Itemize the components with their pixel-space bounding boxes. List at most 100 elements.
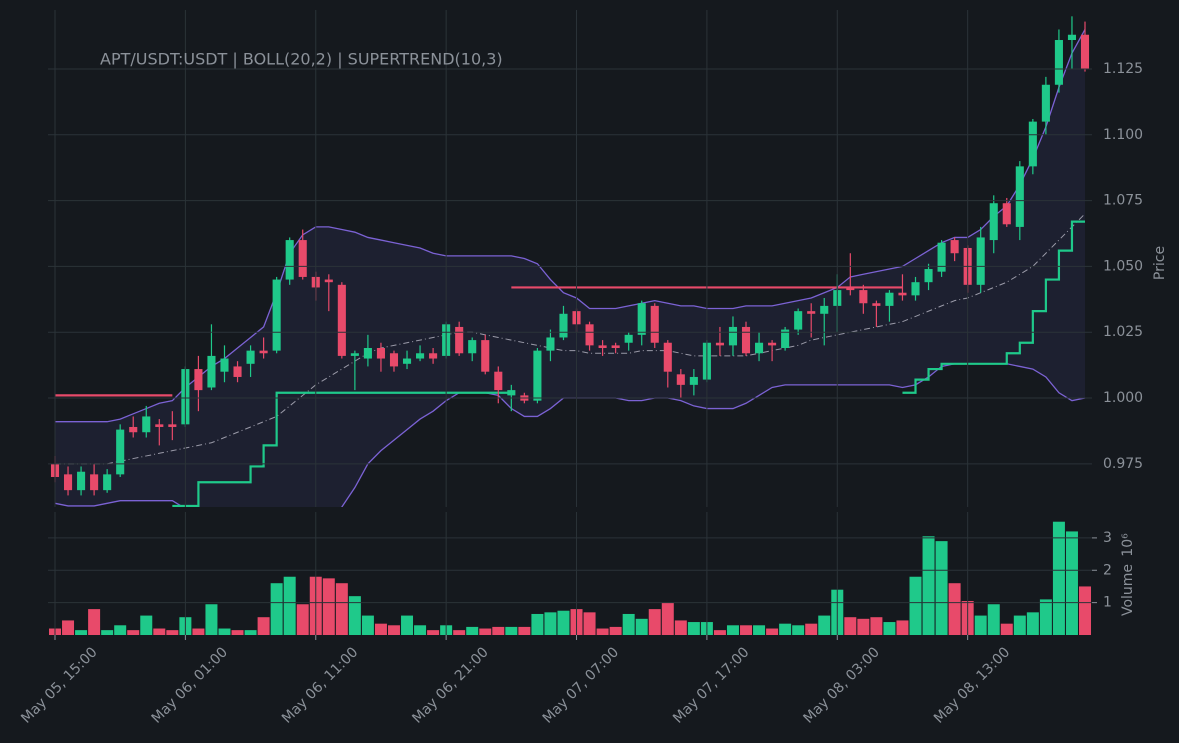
y-axis-label: Price [1152,246,1168,280]
candle-body [298,240,307,277]
candle-body [598,345,607,349]
candle-body [937,242,946,272]
candle-body [846,287,855,291]
candle-body [781,329,790,349]
volume-bar [1065,531,1078,635]
candle-body [455,326,464,354]
candle-body [233,366,242,377]
volume-bar [205,604,218,635]
volume-scale-label: 10⁶ [1120,533,1136,557]
volume-bar [244,630,257,635]
candle-body [481,340,490,372]
candle-body [324,279,333,283]
candle-body [950,240,959,254]
y-tick-label: 0.975 [1103,456,1143,472]
candle-body [142,416,151,433]
volume-bar [192,628,205,635]
candle-body [1028,121,1037,167]
candle-body [663,342,672,372]
volume-bar [635,618,648,635]
volume-bar [414,625,427,635]
candle-body [220,358,229,372]
candle-body [885,292,894,306]
y-tick-label: 1.125 [1103,61,1143,77]
volume-bar [922,536,935,635]
volume-bar [896,620,909,635]
candle-body [820,305,829,314]
volume-bar [335,583,348,635]
candle-body [624,334,633,343]
candle-body [911,282,920,296]
candle-body [168,424,177,427]
volume-bar [779,623,792,635]
volume-bar [401,615,414,635]
candle-body [650,305,659,343]
volume-bar [166,630,179,635]
volume-bar [1052,521,1065,635]
candle-body [715,342,724,346]
volume-bar [466,626,479,635]
candle-body [246,350,255,364]
volume-bar [648,609,661,635]
volume-bar [257,617,270,635]
volume-bar [492,626,505,635]
volume-bar [348,596,361,635]
candle-body [1041,84,1050,122]
candle-body [1067,34,1077,41]
candle-body [676,374,685,385]
volume-bar [1079,586,1091,635]
volume-bar [322,578,335,635]
volume-bar [114,625,127,635]
volume-bar [1013,615,1026,635]
candle-body [637,303,646,335]
volume-tick-label: 1 [1103,595,1112,611]
volume-bar [583,612,596,635]
candle-body [924,269,933,283]
y-tick-label: 1.025 [1103,324,1143,340]
y-tick-label: 1.000 [1103,390,1143,406]
candle-body [129,426,138,433]
volume-tick-label: 2 [1103,562,1112,578]
candle-body [794,311,803,330]
candle-body [207,355,216,388]
candle-body [416,353,425,359]
volume-bar [283,576,296,635]
candle-body [90,474,99,491]
bollinger-mid [55,213,1086,465]
volume-bar [726,625,739,635]
volume-bar [857,618,870,635]
volume-bar [101,630,114,635]
candle-body [376,348,385,359]
volume-bar [935,541,948,635]
volume-bar [753,625,766,635]
volume-bar [218,628,231,635]
volume-bar [1000,623,1013,635]
candle-body [155,424,164,427]
volume-bar [518,626,531,635]
candle-body [337,284,346,356]
y-tick-label: 1.100 [1103,127,1143,143]
candle-body [1080,34,1090,69]
volume-bar [453,630,466,635]
candle-body [728,326,738,346]
candle-body [402,358,412,364]
volume-bar [974,615,987,635]
candle-body [259,350,268,354]
volume-bar [713,630,726,635]
volume-bar [361,615,374,635]
volume-bar [870,617,883,635]
volume-bar [792,625,805,635]
candle-body [429,353,438,359]
volume-bar [883,622,896,635]
candle-body [989,203,998,241]
candle-body [468,340,477,354]
volume-bar [740,625,753,635]
volume-bar [909,576,922,635]
volume-bar [987,604,1000,635]
candle-body [533,350,542,401]
candle-body [768,342,777,346]
candle-body [63,474,73,491]
volume-bar [661,602,674,635]
candle-body [363,348,372,359]
